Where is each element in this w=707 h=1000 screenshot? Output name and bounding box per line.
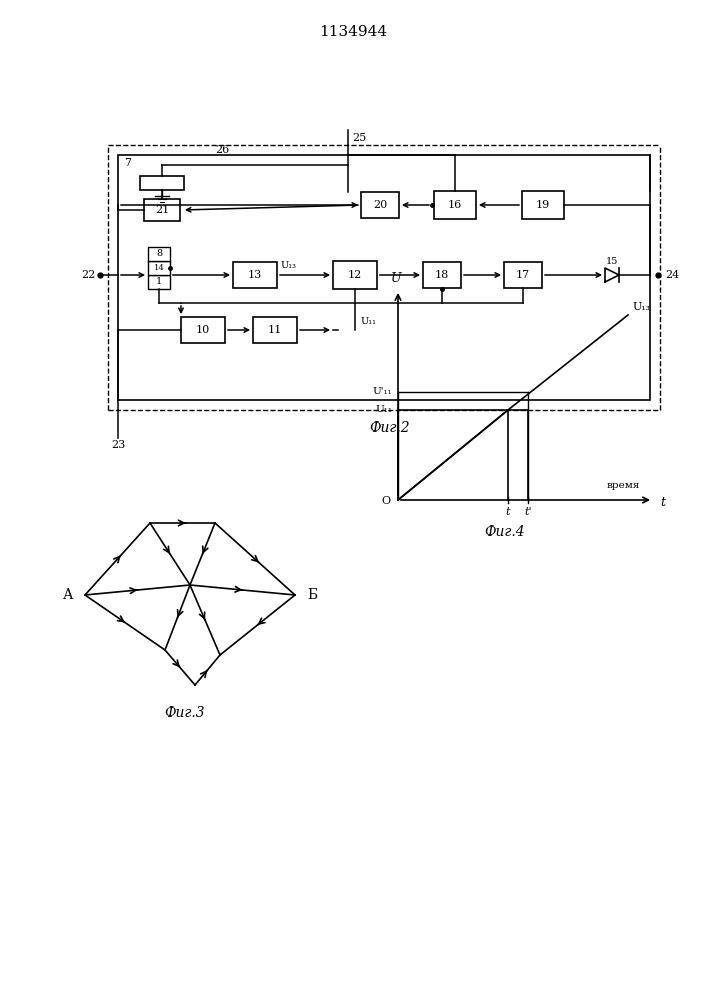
Text: 18: 18	[435, 270, 449, 280]
Text: U₁₁: U₁₁	[375, 406, 392, 414]
Text: Фиг.4: Фиг.4	[485, 525, 525, 539]
Text: 25: 25	[352, 133, 366, 143]
Bar	[181, 317, 225, 343]
Bar	[522, 191, 564, 219]
Text: U'₁₁: U'₁₁	[373, 387, 392, 396]
Bar	[144, 199, 180, 221]
Text: 26: 26	[215, 145, 229, 155]
Text: U₁₃: U₁₃	[633, 302, 651, 312]
Bar	[434, 191, 476, 219]
Text: 14: 14	[153, 264, 165, 272]
Text: 1: 1	[156, 277, 162, 286]
Text: 20: 20	[373, 200, 387, 210]
Bar	[361, 192, 399, 218]
Text: 8: 8	[156, 249, 162, 258]
Text: 19: 19	[536, 200, 550, 210]
Text: 23: 23	[111, 440, 125, 450]
Text: время: время	[607, 482, 640, 490]
Bar	[333, 261, 377, 289]
Text: Фиг.3: Фиг.3	[165, 706, 205, 720]
Text: 15: 15	[606, 257, 618, 266]
Bar	[148, 261, 170, 275]
Bar	[140, 176, 184, 190]
Text: 1134944: 1134944	[319, 25, 387, 39]
Text: 17: 17	[516, 270, 530, 280]
Text: t': t'	[525, 507, 532, 517]
Bar	[504, 262, 542, 288]
Text: Фиг.2: Фиг.2	[370, 421, 410, 435]
Text: U: U	[391, 271, 402, 284]
Text: O: O	[382, 496, 391, 506]
Bar	[118, 155, 650, 400]
Bar	[233, 262, 277, 288]
Text: 11: 11	[268, 325, 282, 335]
Text: 7: 7	[124, 158, 131, 168]
Text: 12: 12	[348, 270, 362, 280]
Text: 22: 22	[81, 270, 95, 280]
Bar	[148, 275, 170, 289]
Text: U₁₃: U₁₃	[281, 260, 297, 269]
Bar	[423, 262, 461, 288]
Text: А: А	[62, 588, 73, 602]
Bar	[148, 247, 170, 261]
Text: 21: 21	[155, 205, 169, 215]
Text: t: t	[506, 507, 510, 517]
Text: U₁₁: U₁₁	[361, 318, 377, 326]
Text: Б: Б	[307, 588, 317, 602]
Text: 10: 10	[196, 325, 210, 335]
Text: 13: 13	[248, 270, 262, 280]
Text: t: t	[660, 495, 665, 508]
Text: 24: 24	[665, 270, 679, 280]
Text: 16: 16	[448, 200, 462, 210]
Bar	[253, 317, 297, 343]
